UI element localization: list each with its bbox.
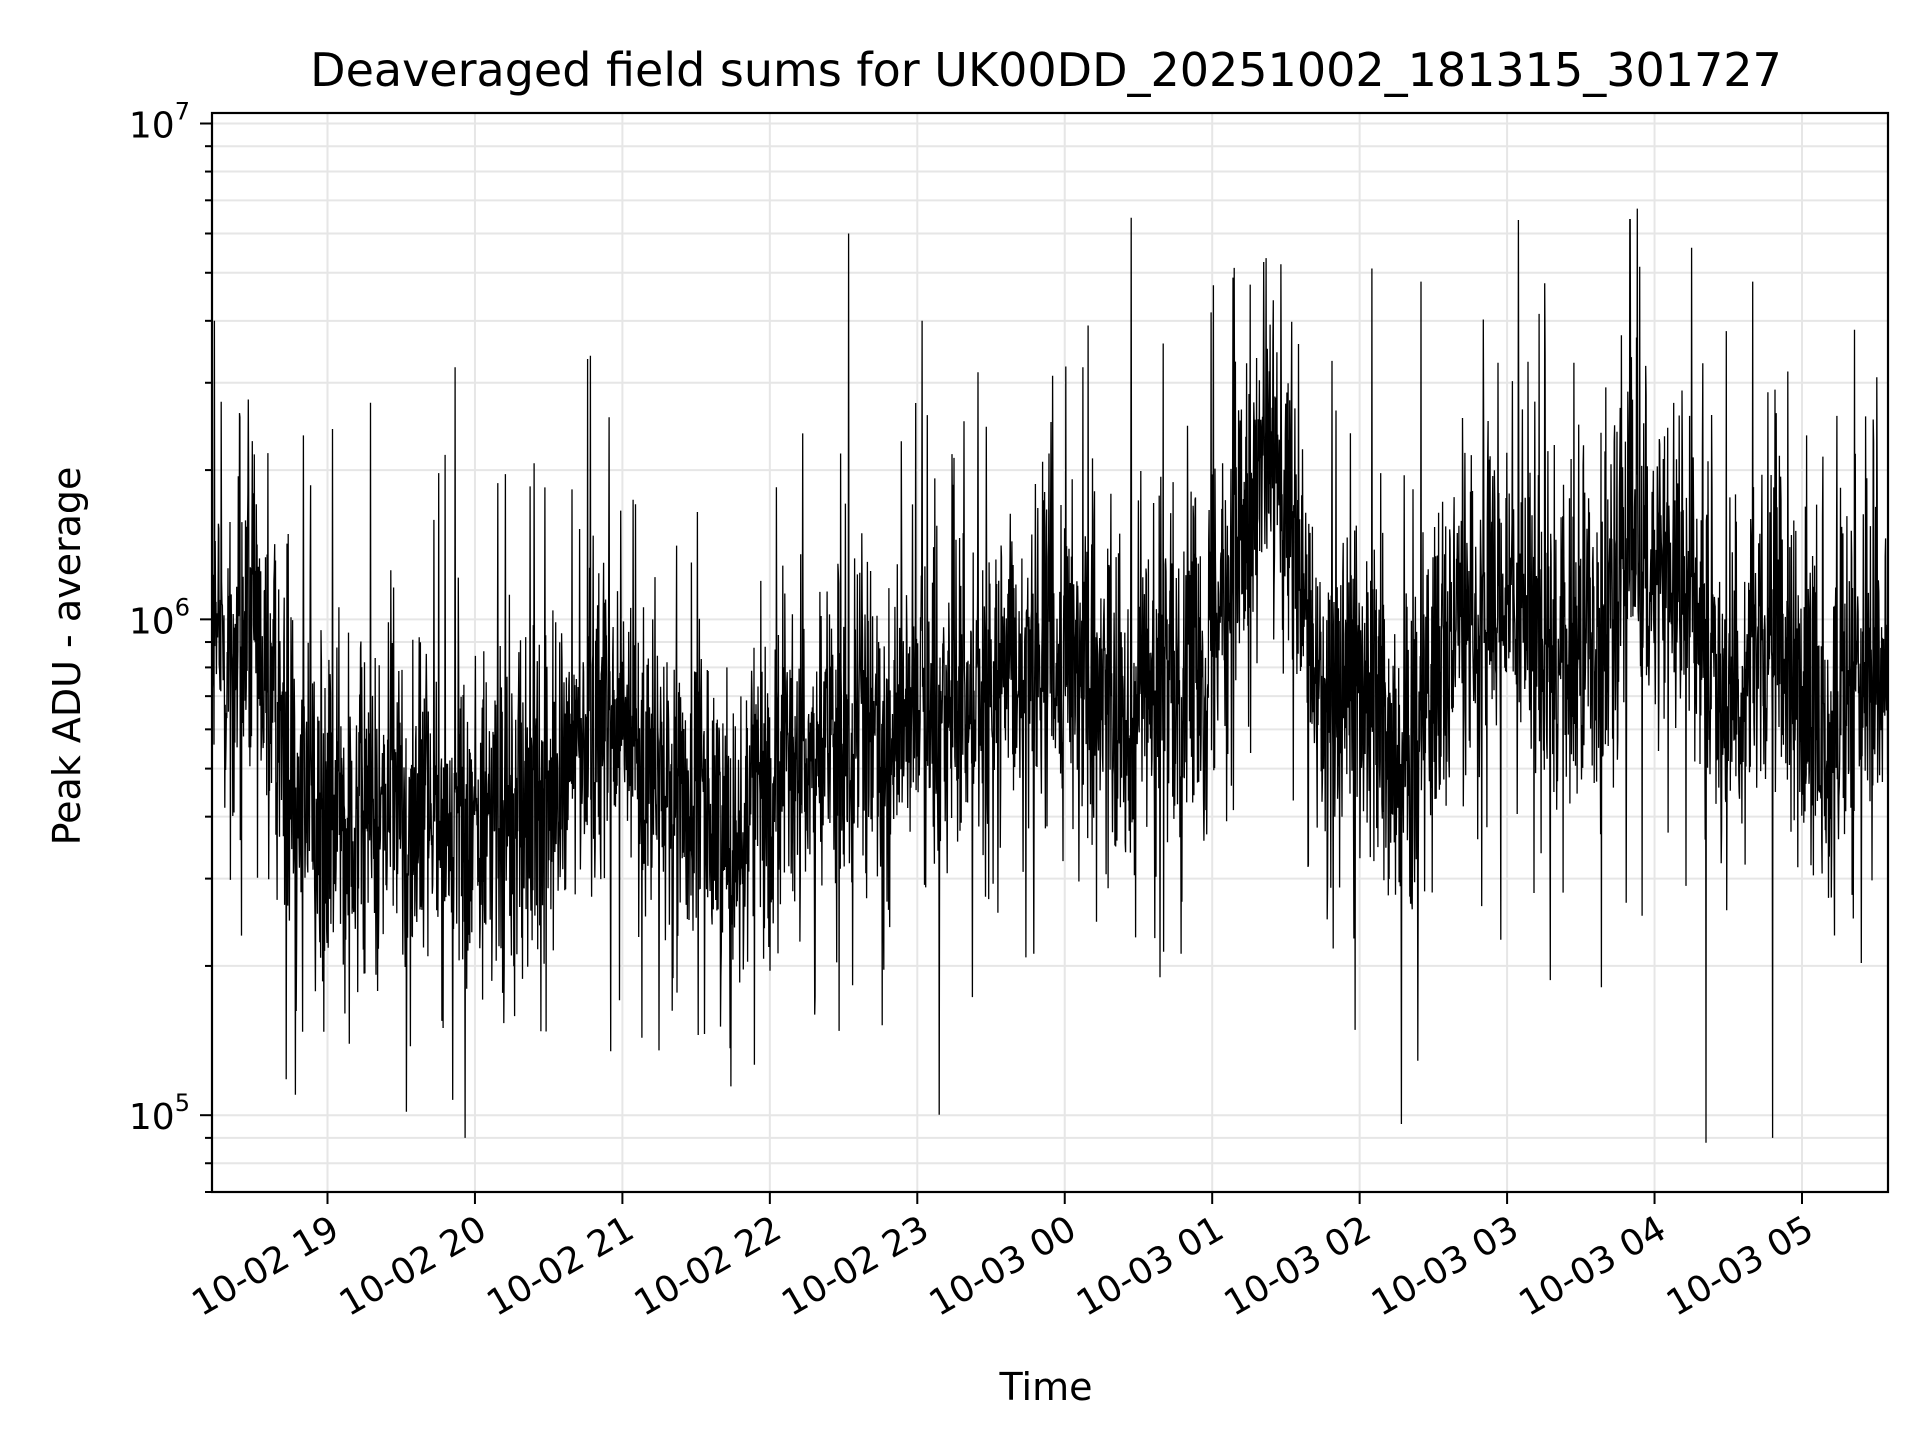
y-axis-label: Peak ADU - average [45, 467, 89, 846]
x-axis-label: Time [999, 1365, 1093, 1409]
y-tick-label: 105 [129, 1089, 190, 1138]
series-line [211, 208, 1889, 1143]
chart-title: Deaveraged field sums for UK00DD_2025100… [310, 43, 1782, 97]
y-tick-label: 107 [129, 98, 190, 147]
plot-area [211, 208, 1889, 1143]
y-tick-label: 106 [129, 593, 190, 642]
y-axis: 105 106 107 [129, 98, 212, 1193]
plot-frame [210, 111, 1890, 1194]
